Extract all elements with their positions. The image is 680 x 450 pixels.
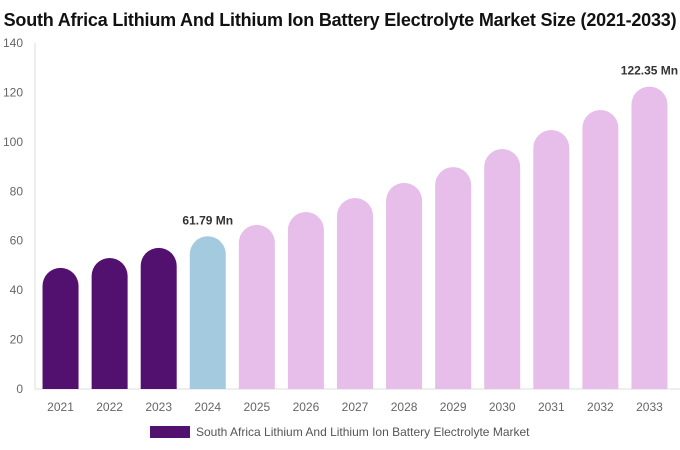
y-tick-label: 100 <box>3 135 23 149</box>
bar-2023 <box>140 247 177 389</box>
bar-2033 <box>631 86 668 389</box>
bar-2022 <box>91 258 128 389</box>
chart-title: South Africa Lithium And Lithium Ion Bat… <box>3 10 677 30</box>
x-tick-label: 2025 <box>243 400 270 414</box>
legend-swatch <box>150 426 190 438</box>
bar-2024 <box>189 236 226 389</box>
bar-2021 <box>42 267 79 389</box>
legend: South Africa Lithium And Lithium Ion Bat… <box>150 425 530 439</box>
x-tick-label: 2022 <box>96 400 123 414</box>
bar-2030 <box>484 149 521 389</box>
y-tick-label: 40 <box>10 283 24 297</box>
bar-2029 <box>435 167 472 389</box>
y-tick-label: 120 <box>3 85 23 99</box>
legend-label: South Africa Lithium And Lithium Ion Bat… <box>196 425 530 439</box>
x-tick-label: 2030 <box>489 400 516 414</box>
bar-2025 <box>238 224 275 389</box>
data-label: 122.35 Mn <box>621 64 678 78</box>
x-tick-label: 2023 <box>145 400 172 414</box>
x-tick-label: 2031 <box>538 400 565 414</box>
y-tick-label: 140 <box>3 36 23 50</box>
bar-2032 <box>582 109 619 390</box>
x-tick-label: 2026 <box>293 400 320 414</box>
bar-2031 <box>533 129 570 389</box>
x-tick-label: 2028 <box>391 400 418 414</box>
bar-2028 <box>386 182 423 389</box>
y-tick-label: 80 <box>10 184 24 198</box>
x-tick-label: 2021 <box>47 400 74 414</box>
x-tick-label: 2032 <box>587 400 614 414</box>
x-tick-label: 2029 <box>440 400 467 414</box>
x-tick-label: 2024 <box>194 400 221 414</box>
x-tick-label: 2027 <box>342 400 369 414</box>
bar-2027 <box>337 197 373 389</box>
x-tick-label: 2033 <box>636 400 663 414</box>
y-tick-label: 0 <box>16 382 23 396</box>
y-tick-label: 60 <box>10 234 24 248</box>
data-label: 61.79 Mn <box>182 213 233 227</box>
y-tick-label: 20 <box>10 333 24 347</box>
bar-2026 <box>287 212 324 389</box>
